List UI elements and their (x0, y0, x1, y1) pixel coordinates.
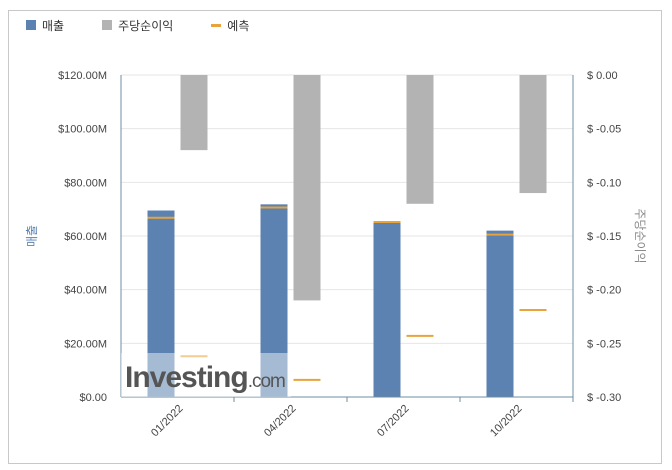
watermark-main: Investing (125, 361, 248, 394)
x-tick-label: 07/2022 (375, 403, 412, 440)
bars (147, 75, 547, 397)
eps-swatch (102, 20, 113, 30)
axes (120, 75, 574, 402)
legend-item-forecast[interactable]: 예측 (211, 17, 249, 34)
right-axis-title: 주당순이익 (633, 208, 647, 263)
x-tick-label: 01/2022 (149, 403, 186, 440)
right-tick-label: $ -0.10 (587, 177, 621, 189)
left-axis-title: 매출 (25, 225, 39, 247)
chart-frame (8, 10, 662, 464)
left-tick-label: $0.00 (79, 392, 107, 404)
revenue-bar (260, 204, 288, 397)
right-tick-label: $ -0.20 (587, 285, 621, 297)
eps-bar (406, 75, 434, 204)
left-tick-label: $60.00M (64, 231, 107, 243)
left-tick-label: $100.00M (58, 124, 107, 136)
left-tick-label: $20.00M (64, 338, 107, 350)
revenue-swatch (26, 20, 36, 30)
watermark-text: Investing.com (125, 361, 285, 394)
legend-revenue-label: 매출 (42, 18, 65, 33)
left-tick-label: $120.00M (58, 70, 107, 82)
watermark-suffix: .com (248, 371, 285, 392)
revenue-bar (486, 230, 514, 397)
left-tick-label: $80.00M (64, 177, 107, 189)
left-tick-label: $40.00M (64, 285, 107, 297)
right-tick-label: $ -0.15 (587, 231, 621, 243)
forecast-swatch (211, 23, 222, 27)
right-tick-label: $ 0.00 (587, 70, 618, 82)
eps-bar (180, 75, 208, 151)
legend-forecast-label: 예측 (227, 18, 250, 33)
revenue-bar (147, 210, 175, 397)
legend-item-eps[interactable]: 주당순이익 (102, 17, 173, 34)
investing-watermark: Investing.com (121, 353, 291, 397)
legend: 매출 주당순이익 예측 (26, 17, 287, 33)
x-tick-label: 10/2022 (488, 403, 525, 440)
legend-item-revenue[interactable]: 매출 (26, 17, 64, 34)
right-tick-label: $ -0.30 (587, 392, 621, 404)
tick-labels: $0.00 $20.00M $40.00M $60.00M $80.00M $100.00… (25, 70, 647, 439)
x-tick-label: 04/2022 (262, 403, 299, 440)
watermark-backdrop (121, 353, 291, 397)
legend-eps-label: 주당순이익 (118, 18, 174, 33)
revenue-bar (373, 221, 401, 397)
right-tick-label: $ -0.05 (587, 124, 621, 136)
eps-bar (519, 75, 547, 194)
right-tick-label: $ -0.25 (587, 338, 621, 350)
eps-bar (293, 75, 321, 301)
